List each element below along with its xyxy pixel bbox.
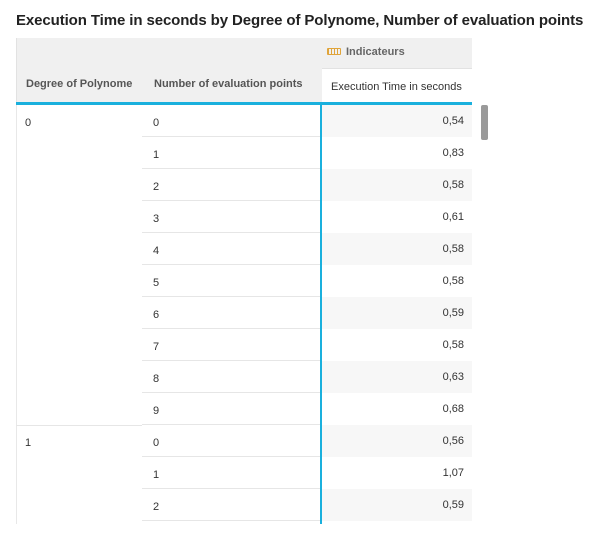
table-row: 1 0,83 <box>16 137 472 169</box>
cell-execution-time: 0,83 <box>442 147 464 159</box>
cell-value-container: 0,54 <box>322 105 472 137</box>
dimension-header: Degree of Polynome Number of evaluation … <box>16 38 322 102</box>
cell-points-container: 0 <box>142 425 320 457</box>
cell-points-container: 2 <box>142 489 320 521</box>
table-row: 7 0,58 <box>16 329 472 361</box>
table-row: 3 0,61 <box>16 201 472 233</box>
cell-points-container: 4 <box>142 233 320 265</box>
cell-execution-time: 0,58 <box>442 243 464 255</box>
measure-header[interactable]: Execution Time in seconds <box>322 69 472 102</box>
cell-points: 6 <box>153 309 160 321</box>
cell-points: 9 <box>153 405 160 417</box>
table-row: 4 0,58 <box>16 233 472 265</box>
cell-value-container: 0,59 <box>322 489 472 521</box>
cell-points: 0 <box>153 117 160 129</box>
vertical-scrollbar-thumb[interactable] <box>481 105 488 140</box>
cell-execution-time: 0,61 <box>442 211 464 223</box>
cell-points-container: 9 <box>142 393 320 425</box>
table-row: 5 0,58 <box>16 265 472 297</box>
cell-execution-time: 0,54 <box>442 115 464 127</box>
indicators-label: Indicateurs <box>346 46 405 58</box>
cell-points: 4 <box>153 245 160 257</box>
cell-points-container: 6 <box>142 297 320 329</box>
cell-points-container: 5 <box>142 265 320 297</box>
cell-value-container: 0,56 <box>322 425 472 457</box>
table-row: 1 1,07 <box>16 457 472 489</box>
cell-execution-time: 0,58 <box>442 179 464 191</box>
cell-value-container: 0,59 <box>322 297 472 329</box>
cell-points-container: 0 <box>142 105 320 137</box>
cell-value-container: 0,63 <box>322 361 472 393</box>
ruler-icon <box>327 48 341 55</box>
measure-label: Execution Time in seconds <box>331 81 462 93</box>
cell-points: 3 <box>153 213 160 225</box>
cell-value-container: 0,58 <box>322 233 472 265</box>
table-row: 8 0,63 <box>16 361 472 393</box>
cell-points: 1 <box>153 469 160 481</box>
cell-execution-time: 0,63 <box>442 371 464 383</box>
cell-points-container: 8 <box>142 361 320 393</box>
table-row: 1 0 0,56 <box>16 425 472 457</box>
table-row: 6 0,59 <box>16 297 472 329</box>
cell-execution-time: 0,59 <box>442 307 464 319</box>
cell-value-container: 0,58 <box>322 329 472 361</box>
cell-execution-time: 0,59 <box>442 499 464 511</box>
header-number-of-evaluation-points[interactable]: Number of evaluation points <box>154 78 303 90</box>
cell-degree: 1 <box>25 437 32 449</box>
cell-points: 1 <box>153 149 160 161</box>
cell-execution-time: 0,58 <box>442 275 464 287</box>
table-row: 0 0 0,54 <box>16 105 472 137</box>
cell-value-container: 0,68 <box>322 393 472 425</box>
cell-execution-time: 0,58 <box>442 339 464 351</box>
cell-value-container: 1,07 <box>322 457 472 489</box>
cell-points: 0 <box>153 437 160 449</box>
cell-execution-time: 0,56 <box>442 435 464 447</box>
cell-degree: 0 <box>25 117 32 129</box>
cell-points: 2 <box>153 501 160 513</box>
header-degree-of-polynome[interactable]: Degree of Polynome <box>26 78 133 90</box>
indicators-header[interactable]: Indicateurs <box>322 38 472 69</box>
cell-value-container: 0,61 <box>322 201 472 233</box>
table-left-border <box>16 105 17 524</box>
cell-points: 2 <box>153 181 160 193</box>
cell-value-container: 0,58 <box>322 169 472 201</box>
cell-points-container: 1 <box>142 137 320 169</box>
table-row: 2 0,59 <box>16 489 472 521</box>
cell-points: 5 <box>153 277 160 289</box>
page-title: Execution Time in seconds by Degree of P… <box>16 12 584 29</box>
cell-points-container: 7 <box>142 329 320 361</box>
table-body: 0 0 0,54 1 0,83 2 0,58 3 0,61 4 0,58 5 0,58 6 0,59 7 0,5… <box>16 105 472 521</box>
table-row: 9 0,68 <box>16 393 472 425</box>
cell-value-container: 0,58 <box>322 265 472 297</box>
cell-points-container: 2 <box>142 169 320 201</box>
cell-points: 8 <box>153 373 160 385</box>
measure-separator <box>320 102 322 524</box>
cell-execution-time: 0,68 <box>442 403 464 415</box>
cell-points-container: 1 <box>142 457 320 489</box>
group-separator <box>16 425 142 426</box>
header-accent-line <box>16 102 472 105</box>
cell-points-container: 3 <box>142 201 320 233</box>
cell-points: 7 <box>153 341 160 353</box>
cell-value-container: 0,83 <box>322 137 472 169</box>
cell-execution-time: 1,07 <box>442 467 464 479</box>
table-row: 2 0,58 <box>16 169 472 201</box>
pivot-table: Degree of Polynome Number of evaluation … <box>16 38 472 524</box>
